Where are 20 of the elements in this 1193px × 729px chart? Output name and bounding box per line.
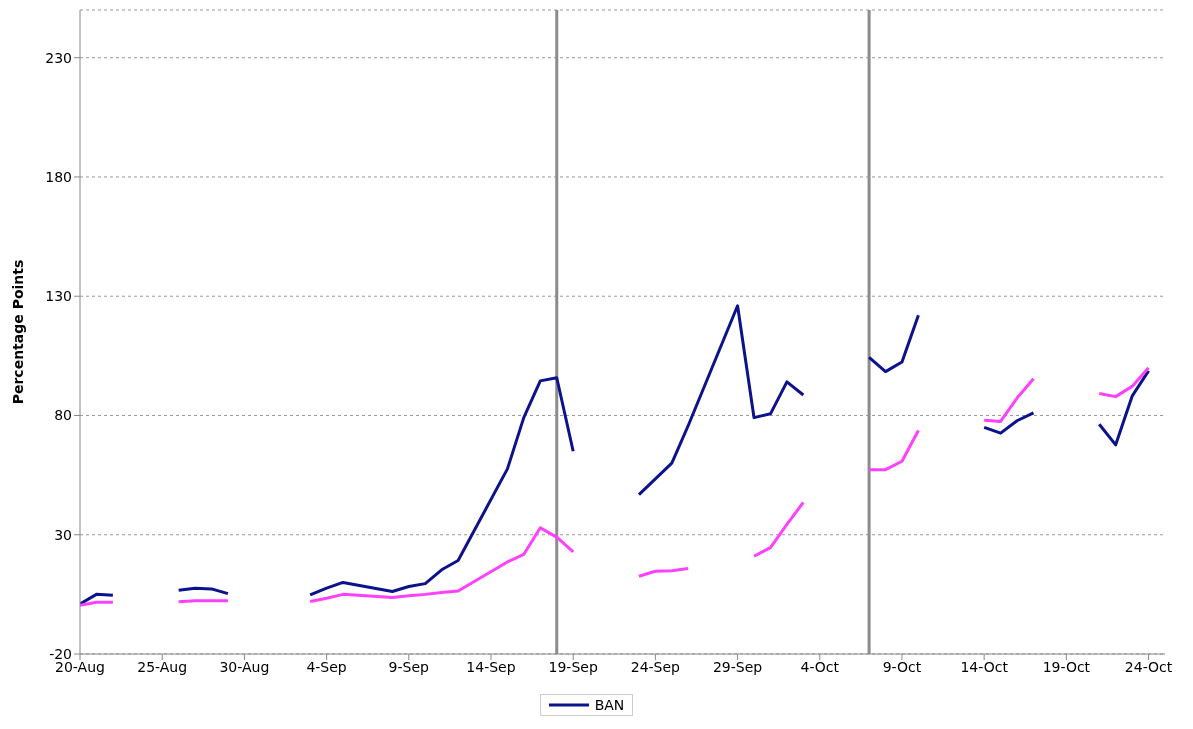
x-tick-label: 14-Sep — [466, 658, 516, 675]
x-tick-label: 30-Aug — [219, 658, 270, 675]
x-tick-label: 4-Sep — [306, 658, 347, 675]
y-axis-title: Percentage Points — [9, 259, 26, 405]
x-tick-label: 9-Oct — [882, 658, 922, 675]
x-tick-label: 25-Aug — [137, 658, 188, 675]
x-tick-label: 19-Sep — [548, 658, 598, 675]
x-tick-label: 14-Oct — [960, 658, 1009, 675]
x-tick-label: 24-Oct — [1124, 658, 1173, 675]
y-tick-label: 80 — [54, 407, 72, 424]
y-tick-label: 180 — [45, 168, 72, 185]
y-tick-label: 230 — [45, 49, 72, 66]
legend-label: BAN — [593, 697, 625, 713]
x-tick-label: 4-Oct — [800, 658, 840, 675]
y-tick-label: 130 — [45, 288, 72, 305]
x-tick-label: 9-Sep — [388, 658, 430, 675]
x-tick-label: 24-Sep — [630, 658, 681, 675]
x-tick-label: 19-Oct — [1042, 658, 1091, 675]
y-tick-label: 30 — [54, 526, 72, 543]
x-tick-label: 29-Sep — [712, 658, 763, 675]
